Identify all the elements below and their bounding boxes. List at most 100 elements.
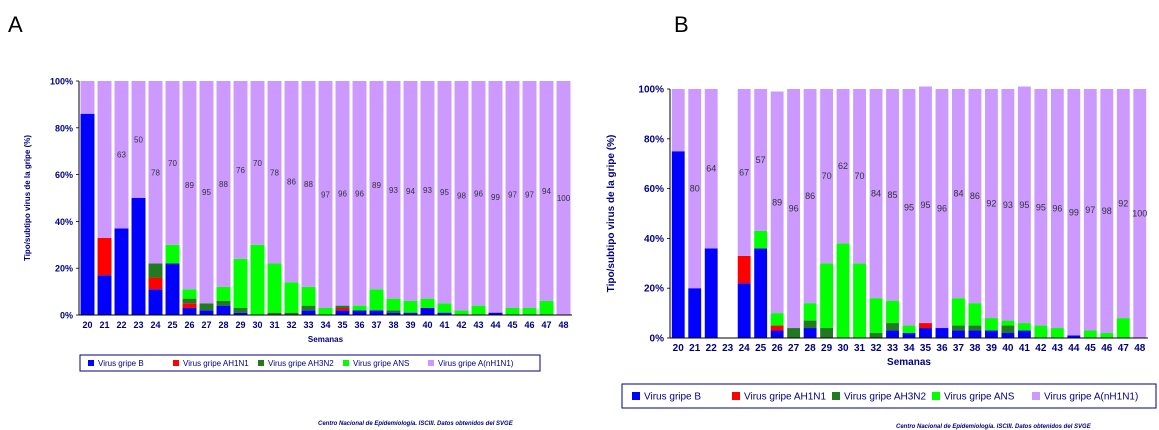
bar-segment-ans: [1050, 328, 1064, 338]
bar-segment-anh1n1: [919, 86, 932, 324]
bar-segment-ans: [284, 282, 299, 313]
bar-segment-ah1n1: [770, 325, 784, 331]
x-tick-label: 21: [689, 343, 701, 354]
bar-segment-virus-b: [488, 312, 503, 315]
bar-segment-virus-b: [148, 289, 163, 315]
legend-label-virus-b: Virus gripe B: [98, 359, 144, 368]
legend-box: [621, 383, 1157, 409]
data-label: 63: [117, 151, 126, 160]
data-label: 98: [457, 192, 466, 201]
x-tick-label: 40: [422, 320, 432, 330]
bar-segment-ans: [1100, 333, 1114, 338]
x-tick-label: 43: [1052, 343, 1064, 354]
bar-segment-anh1n1: [556, 81, 571, 315]
bar-segment-anh1n1: [505, 81, 520, 308]
x-tick-label: 21: [99, 320, 109, 330]
bar-segment-virus-b: [968, 330, 982, 338]
x-tick-label: 26: [184, 320, 194, 330]
bar-segment-anh1n1: [539, 81, 554, 301]
y-tick-label: 0%: [650, 334, 665, 345]
x-tick-label: 32: [286, 320, 296, 330]
bar-segment-anh1n1: [984, 89, 998, 319]
x-tick-label: 36: [936, 343, 948, 354]
bar-segment-anh1n1: [1116, 89, 1130, 319]
legend-label-ah1n1: Virus gripe AH1N1: [744, 392, 827, 403]
bar-segment-ans: [886, 300, 899, 324]
legend-swatch-anh1n1: [1032, 392, 1040, 400]
y-tick-label: 20%: [644, 284, 664, 295]
legend-swatch-ans: [343, 360, 349, 366]
data-label: 99: [491, 193, 500, 202]
data-label: 50: [134, 136, 143, 145]
data-label: 99: [1069, 207, 1079, 217]
bar-segment-ah3n2: [233, 307, 248, 313]
data-label: 97: [508, 190, 517, 199]
data-label: 86: [970, 191, 980, 201]
bar-segment-virus-b: [803, 328, 817, 338]
x-axis-title: Semanas: [308, 335, 344, 344]
bar-segment-ans: [267, 263, 282, 313]
legend-box: [79, 354, 541, 372]
bar-segment-anh1n1: [284, 81, 299, 283]
legend-swatch-virus-b: [88, 360, 94, 366]
data-label: 89: [772, 197, 782, 207]
bar-segment-ah3n2: [952, 325, 965, 331]
x-tick-label: 29: [821, 343, 833, 354]
bar-segment-ah3n2: [787, 328, 801, 338]
x-tick-label: 48: [558, 320, 568, 330]
bar-segment-virus-b: [97, 275, 112, 315]
bar-segment-anh1n1: [836, 89, 850, 244]
bar-segment-ans: [437, 303, 452, 313]
bar-segment-anh1n1: [267, 81, 282, 264]
x-tick-label: 28: [218, 320, 228, 330]
x-tick-label: 38: [969, 343, 981, 354]
bar-segment-ah3n2: [199, 303, 214, 311]
bar-segment-virus-b: [1067, 335, 1081, 338]
x-tick-label: 30: [252, 320, 262, 330]
bar-segment-virus-b: [352, 310, 367, 315]
y-tick-label: 20%: [55, 264, 73, 274]
bar-segment-ah1n1: [182, 303, 197, 308]
data-label: 95: [202, 188, 211, 197]
bar-segment-ans: [471, 305, 486, 315]
bar-segment-ah3n2: [820, 328, 834, 338]
bar-segment-ans: [165, 244, 180, 264]
data-label: 70: [168, 159, 177, 168]
data-label: 89: [372, 181, 381, 190]
bar-segment-anh1n1: [250, 81, 265, 245]
bar-segment-anh1n1: [952, 89, 965, 299]
x-tick-label: 46: [1101, 343, 1113, 354]
bar-segment-anh1n1: [454, 81, 469, 311]
x-tick-label: 40: [1002, 343, 1014, 354]
panel-letter-b: B: [674, 12, 689, 37]
x-tick-label: 22: [706, 343, 718, 354]
data-label: 100: [557, 194, 571, 203]
x-tick-label: 32: [870, 343, 882, 354]
y-tick-label: 60%: [644, 184, 664, 195]
bar-segment-anh1n1: [1083, 89, 1097, 331]
bar-segment-anh1n1: [1067, 89, 1081, 336]
bar-segment-anh1n1: [688, 89, 702, 289]
data-label: 96: [474, 189, 483, 198]
y-tick-label: 80%: [644, 134, 664, 145]
legend-swatch-ah1n1: [173, 360, 179, 366]
x-tick-label: 44: [490, 320, 500, 330]
bar-segment-ah3n2: [284, 312, 299, 315]
data-label: 84: [953, 189, 963, 199]
x-tick-label: 44: [1068, 343, 1080, 354]
x-tick-label: 34: [320, 320, 330, 330]
x-tick-label: 45: [1085, 343, 1097, 354]
credit-text-a: Centro Nacional de Epidemiología. ISCIII…: [318, 421, 513, 427]
bar-segment-anh1n1: [80, 81, 95, 114]
data-label: 70: [855, 171, 865, 181]
x-tick-label: 48: [1134, 343, 1146, 354]
data-label: 93: [1003, 200, 1013, 210]
bar-segment-anh1n1: [671, 89, 685, 152]
bar-segment-virus-b: [233, 312, 248, 315]
data-label: 76: [236, 166, 245, 175]
bar-segment-ah3n2: [968, 325, 982, 331]
bar-segment-virus-b: [1001, 333, 1015, 338]
bar-segment-ans: [301, 286, 316, 306]
bar-segment-anh1n1: [131, 81, 146, 198]
